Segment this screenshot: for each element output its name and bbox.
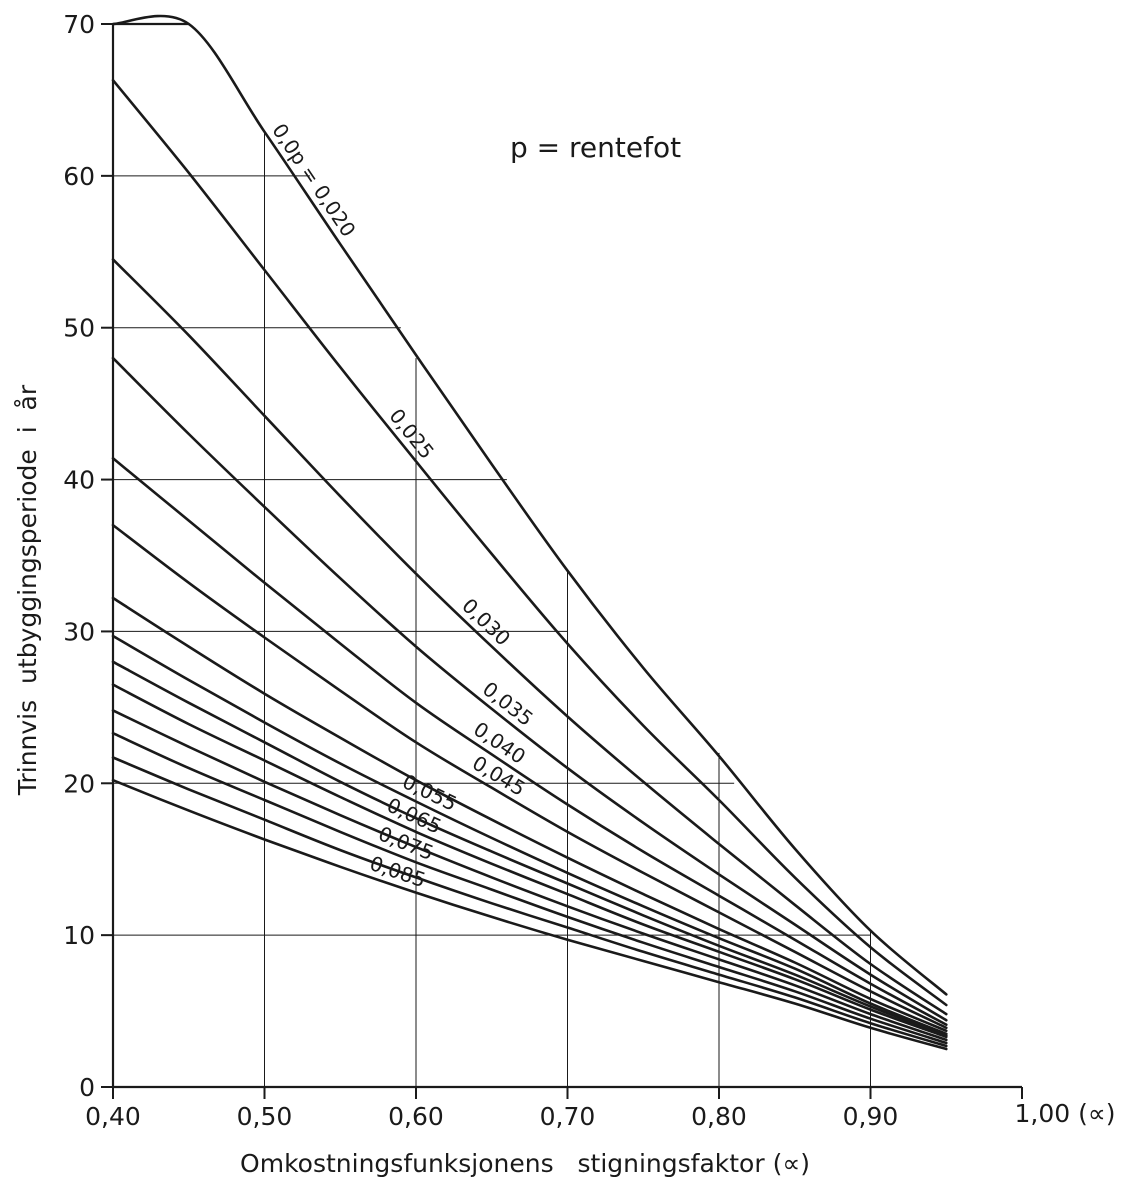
series-line-0 (111, 14, 948, 996)
y-tick-label-5: 50 (63, 314, 95, 343)
series-line-7 (111, 634, 948, 1036)
series-line-3 (111, 356, 948, 1022)
grid-lines (113, 130, 871, 1087)
x-tick-label-5: 0,90 (843, 1102, 899, 1131)
series-label-0: 0,0p = 0,020 (267, 119, 360, 241)
x-tick-label-2: 0,60 (388, 1102, 444, 1131)
y-tick-label-2: 20 (63, 769, 95, 798)
series-line-8 (111, 660, 948, 1037)
series-line-1 (111, 78, 948, 1007)
annotation-text: p = rentefot (510, 131, 681, 164)
y-tick-label-1: 10 (63, 921, 95, 950)
series-line-6 (111, 596, 948, 1033)
y-axis-label: Trinnvis utbyggingsperiode i år (13, 384, 42, 796)
series-line-12 (111, 756, 948, 1048)
series-line-10 (111, 709, 948, 1042)
x-axis-end-label: 1,00 (∝) (1015, 1099, 1116, 1128)
tick-labels: 0,40 0,50 0,60 0,70 0,80 0,90 0 10 20 30 40 50 60 70 (63, 10, 1023, 1131)
x-tick-label-1: 0,50 (237, 1102, 293, 1131)
x-tick-label-3: 0,70 (540, 1102, 596, 1131)
x-axis-label: Omkostningsfunksjonens stigningsfaktor (… (240, 1149, 810, 1178)
series-line-9 (111, 683, 948, 1039)
series-line-4 (111, 457, 948, 1026)
y-tick-label-0: 0 (79, 1073, 95, 1102)
x-tick-label-4: 0,80 (691, 1102, 747, 1131)
series-line-5 (111, 523, 948, 1030)
x-tick-label-0: 0,40 (85, 1102, 141, 1131)
series-line-11 (111, 731, 948, 1045)
y-tick-label-7: 70 (63, 10, 95, 39)
series-lines (111, 14, 948, 1051)
series-line-2 (111, 258, 948, 1016)
y-tick-label-4: 40 (63, 466, 95, 495)
series-line-13 (111, 778, 948, 1051)
y-tick-label-6: 60 (63, 162, 95, 191)
y-tick-label-3: 30 (63, 617, 95, 646)
series-labels: 0,0p = 0,0200,0250,0300,0350,0400,0450,0… (267, 119, 538, 892)
